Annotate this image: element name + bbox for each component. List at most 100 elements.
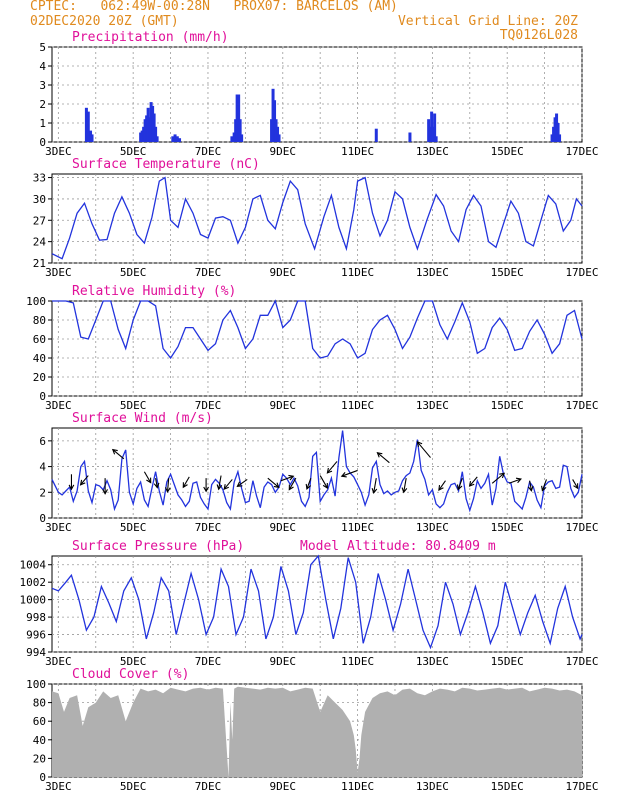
- header-run-id: TQ0126L028: [499, 28, 578, 43]
- precip-bar: [175, 136, 179, 142]
- x-tick-label: 9DEC: [270, 266, 297, 279]
- wind-arrow-head: [340, 472, 347, 478]
- wind-arrow: [326, 461, 338, 474]
- wind-arrow-head: [203, 486, 209, 493]
- wind-arrow: [223, 479, 233, 490]
- wind-arrow-shaft: [218, 475, 222, 490]
- wind-arrow-head: [216, 484, 223, 491]
- precip-bar: [230, 136, 234, 142]
- wind-arrow: [376, 451, 390, 464]
- x-tick-label: 13DEC: [416, 780, 449, 793]
- precip-bar: [433, 113, 437, 142]
- y-tick-label: 1002: [20, 576, 47, 589]
- wind-arrow: [182, 476, 190, 489]
- x-tick-label: 7DEC: [195, 521, 222, 534]
- x-tick-label: 15DEC: [491, 145, 524, 158]
- wind-arrow-shaft: [469, 476, 478, 487]
- x-tick-label: 5DEC: [120, 145, 147, 158]
- wind-arrow-shaft: [112, 449, 125, 460]
- x-tick-label: 11DEC: [341, 521, 374, 534]
- wind-arrow-shaft: [143, 471, 152, 483]
- y-tick-label: 1000: [20, 594, 47, 607]
- series-line: [51, 554, 583, 650]
- wind-arrow-head: [401, 487, 408, 494]
- wind-arrow: [468, 476, 478, 487]
- x-tick-labels: 3DEC 5DEC 7DEC 9DEC 11DEC 13DEC 15DEC 17DEC: [45, 266, 598, 279]
- wind-arrow: [541, 479, 547, 492]
- panel-frame: [51, 555, 583, 653]
- precip-bar: [238, 119, 242, 142]
- wind-arrow-head: [305, 483, 312, 490]
- x-tick-label: 17DEC: [565, 521, 598, 534]
- y-tick-label: 4: [39, 461, 46, 474]
- header-grid-line: Vertical Grid Line: 20Z: [397, 14, 578, 29]
- precip-bar: [86, 111, 90, 142]
- x-tick-label: 5DEC: [120, 780, 147, 793]
- y-tick-label: 4: [39, 60, 46, 73]
- y-tick-label: 100: [26, 678, 46, 691]
- wind-arrow: [236, 478, 248, 487]
- panel-frame: [51, 173, 583, 264]
- precip-bar: [90, 134, 94, 142]
- y-tick-label: 27: [33, 214, 46, 227]
- panel-2: 21 24 27 30 33 3DEC 5DEC 7DEC 9DEC 11DEC 13DEC 15DE…: [33, 157, 599, 279]
- x-tick-label: 5DEC: [120, 266, 147, 279]
- wind-arrow-shaft: [541, 479, 547, 491]
- wind-arrow: [371, 478, 378, 495]
- wind-arrow-head: [236, 481, 243, 487]
- y-tick-label: 994: [26, 646, 46, 659]
- x-tick-label: 15DEC: [491, 521, 524, 534]
- wind-arrow: [508, 477, 522, 484]
- panel-frame: [51, 300, 583, 397]
- x-tick-label: 9DEC: [270, 521, 297, 534]
- x-tick-label: 9DEC: [270, 655, 297, 668]
- wind-arrow-shaft: [457, 477, 463, 490]
- wind-arrow: [288, 477, 297, 491]
- panel-title: Surface Wind (m/s): [72, 411, 213, 426]
- panel-1: 0 1 2 3 4 5 3DEC 5DEC 7DEC 9DEC 11DEC 13DEC 15DEC 17D…: [39, 30, 598, 158]
- y-tick-label: 100: [26, 295, 46, 308]
- x-tick-label: 7DEC: [195, 780, 222, 793]
- wind-arrow-head: [376, 451, 383, 458]
- wind-arrow: [153, 478, 160, 489]
- panel-title: Precipitation (mm/h): [72, 30, 229, 45]
- wind-arrow-head: [111, 448, 118, 455]
- y-tick-label: 20: [33, 371, 46, 384]
- x-tick-labels: 3DEC 5DEC 7DEC 9DEC 11DEC 13DEC 15DEC 17DEC: [45, 399, 598, 412]
- wind-arrow: [164, 478, 171, 494]
- x-tick-label: 17DEC: [565, 780, 598, 793]
- y-tick-label: 80: [33, 314, 46, 327]
- x-tick-label: 15DEC: [491, 780, 524, 793]
- y-tick-label: 996: [26, 629, 46, 642]
- wind-arrow-shaft: [237, 478, 248, 487]
- x-tick-label: 5DEC: [120, 521, 147, 534]
- model-altitude: Model Altitude: 80.8409 m: [300, 539, 496, 554]
- wind-arrow-head: [182, 482, 188, 489]
- wind-arrow: [111, 448, 125, 460]
- precip-bar: [237, 94, 241, 142]
- x-tick-labels: 3DEC 5DEC 7DEC 9DEC 11DEC 13DEC 15DEC 17DEC: [45, 145, 598, 158]
- y-tick-label: 30: [33, 193, 46, 206]
- x-tick-label: 13DEC: [416, 266, 449, 279]
- panel-title: Surface Pressure (hPa): [72, 539, 244, 554]
- wind-arrow-shaft: [438, 480, 446, 491]
- precip-bar: [155, 136, 159, 142]
- x-tick-label: 17DEC: [565, 145, 598, 158]
- precip-bar: [556, 123, 560, 142]
- wind-arrow-shaft: [377, 452, 390, 464]
- x-tick-label: 13DEC: [416, 399, 449, 412]
- x-tick-label: 5DEC: [120, 399, 147, 412]
- x-tick-label: 7DEC: [195, 399, 222, 412]
- wind-arrow: [79, 475, 89, 486]
- wind-arrow-head: [371, 488, 378, 495]
- wind-arrow-head: [326, 467, 333, 474]
- wind-arrow-shaft: [166, 478, 170, 492]
- x-tick-labels: 3DEC 5DEC 7DEC 9DEC 11DEC 13DEC 15DEC 17DEC: [45, 780, 598, 793]
- wind-arrow-head: [541, 485, 547, 492]
- panel-title: Surface Temperature (nC): [72, 157, 260, 172]
- header-line1: CPTEC: 062:49W-00:28N PROX07: BARCELOS (…: [30, 0, 398, 14]
- wind-arrow-shaft: [319, 475, 328, 489]
- wind-arrow: [401, 478, 408, 494]
- wind-arrow-head: [288, 474, 295, 481]
